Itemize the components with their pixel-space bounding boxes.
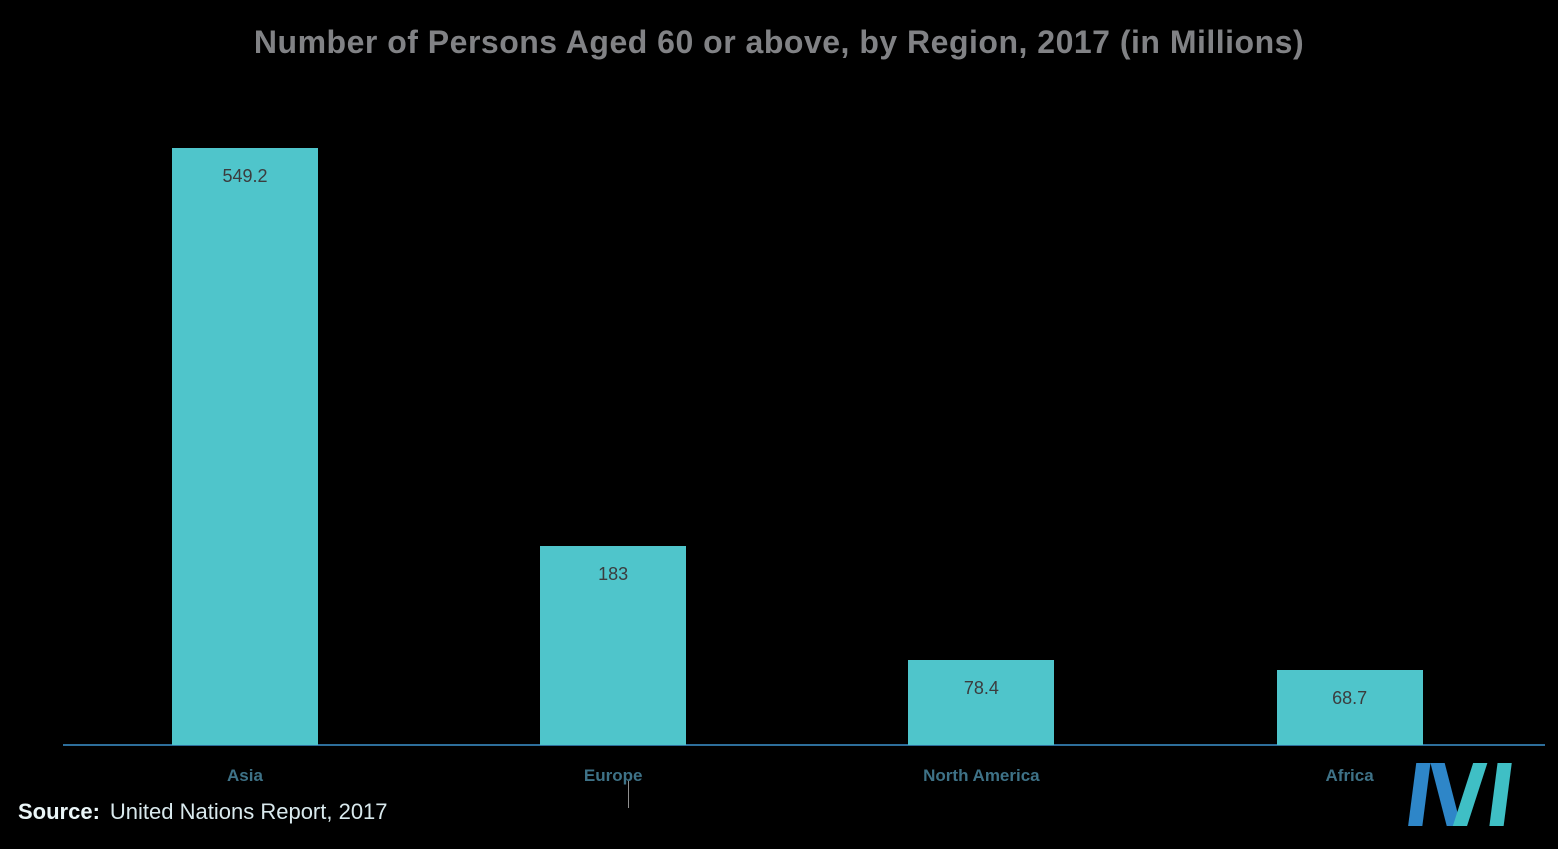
logo-right-diagonal <box>1452 763 1488 826</box>
source-text: United Nations Report, 2017 <box>109 799 388 824</box>
source-note: Source: United Nations Report, 2017 <box>18 799 388 825</box>
category-label-north-america: North America <box>923 766 1040 785</box>
axis-tick <box>628 781 629 808</box>
x-axis-line <box>63 744 1545 746</box>
category-label-europe: Europe <box>583 766 643 785</box>
bar-north-america: 78.4 <box>908 659 1055 745</box>
bar-africa: 68.7 <box>1276 670 1423 745</box>
source-label: Source: <box>18 799 100 824</box>
category-label-asia: Asia <box>227 766 263 785</box>
chart-title: Number of Persons Aged 60 or above, by R… <box>253 24 1305 60</box>
logo-left-diagonal <box>1430 763 1461 826</box>
category-label-africa: Africa <box>1325 766 1374 785</box>
bar-value-label-africa: 68.7 <box>1332 688 1368 709</box>
bar-value-label-asia: 549.2 <box>222 166 268 186</box>
bar-europe: 183 <box>540 546 687 745</box>
bar-value-label-europe: 183 <box>598 564 629 585</box>
logo-right-bar <box>1489 763 1512 826</box>
bar-value-label-north-america: 78.4 <box>963 677 999 698</box>
mordor-intelligence-logo <box>1408 763 1512 826</box>
bar-asia: 549.2 <box>172 148 318 745</box>
logo-left-bar <box>1408 763 1431 826</box>
